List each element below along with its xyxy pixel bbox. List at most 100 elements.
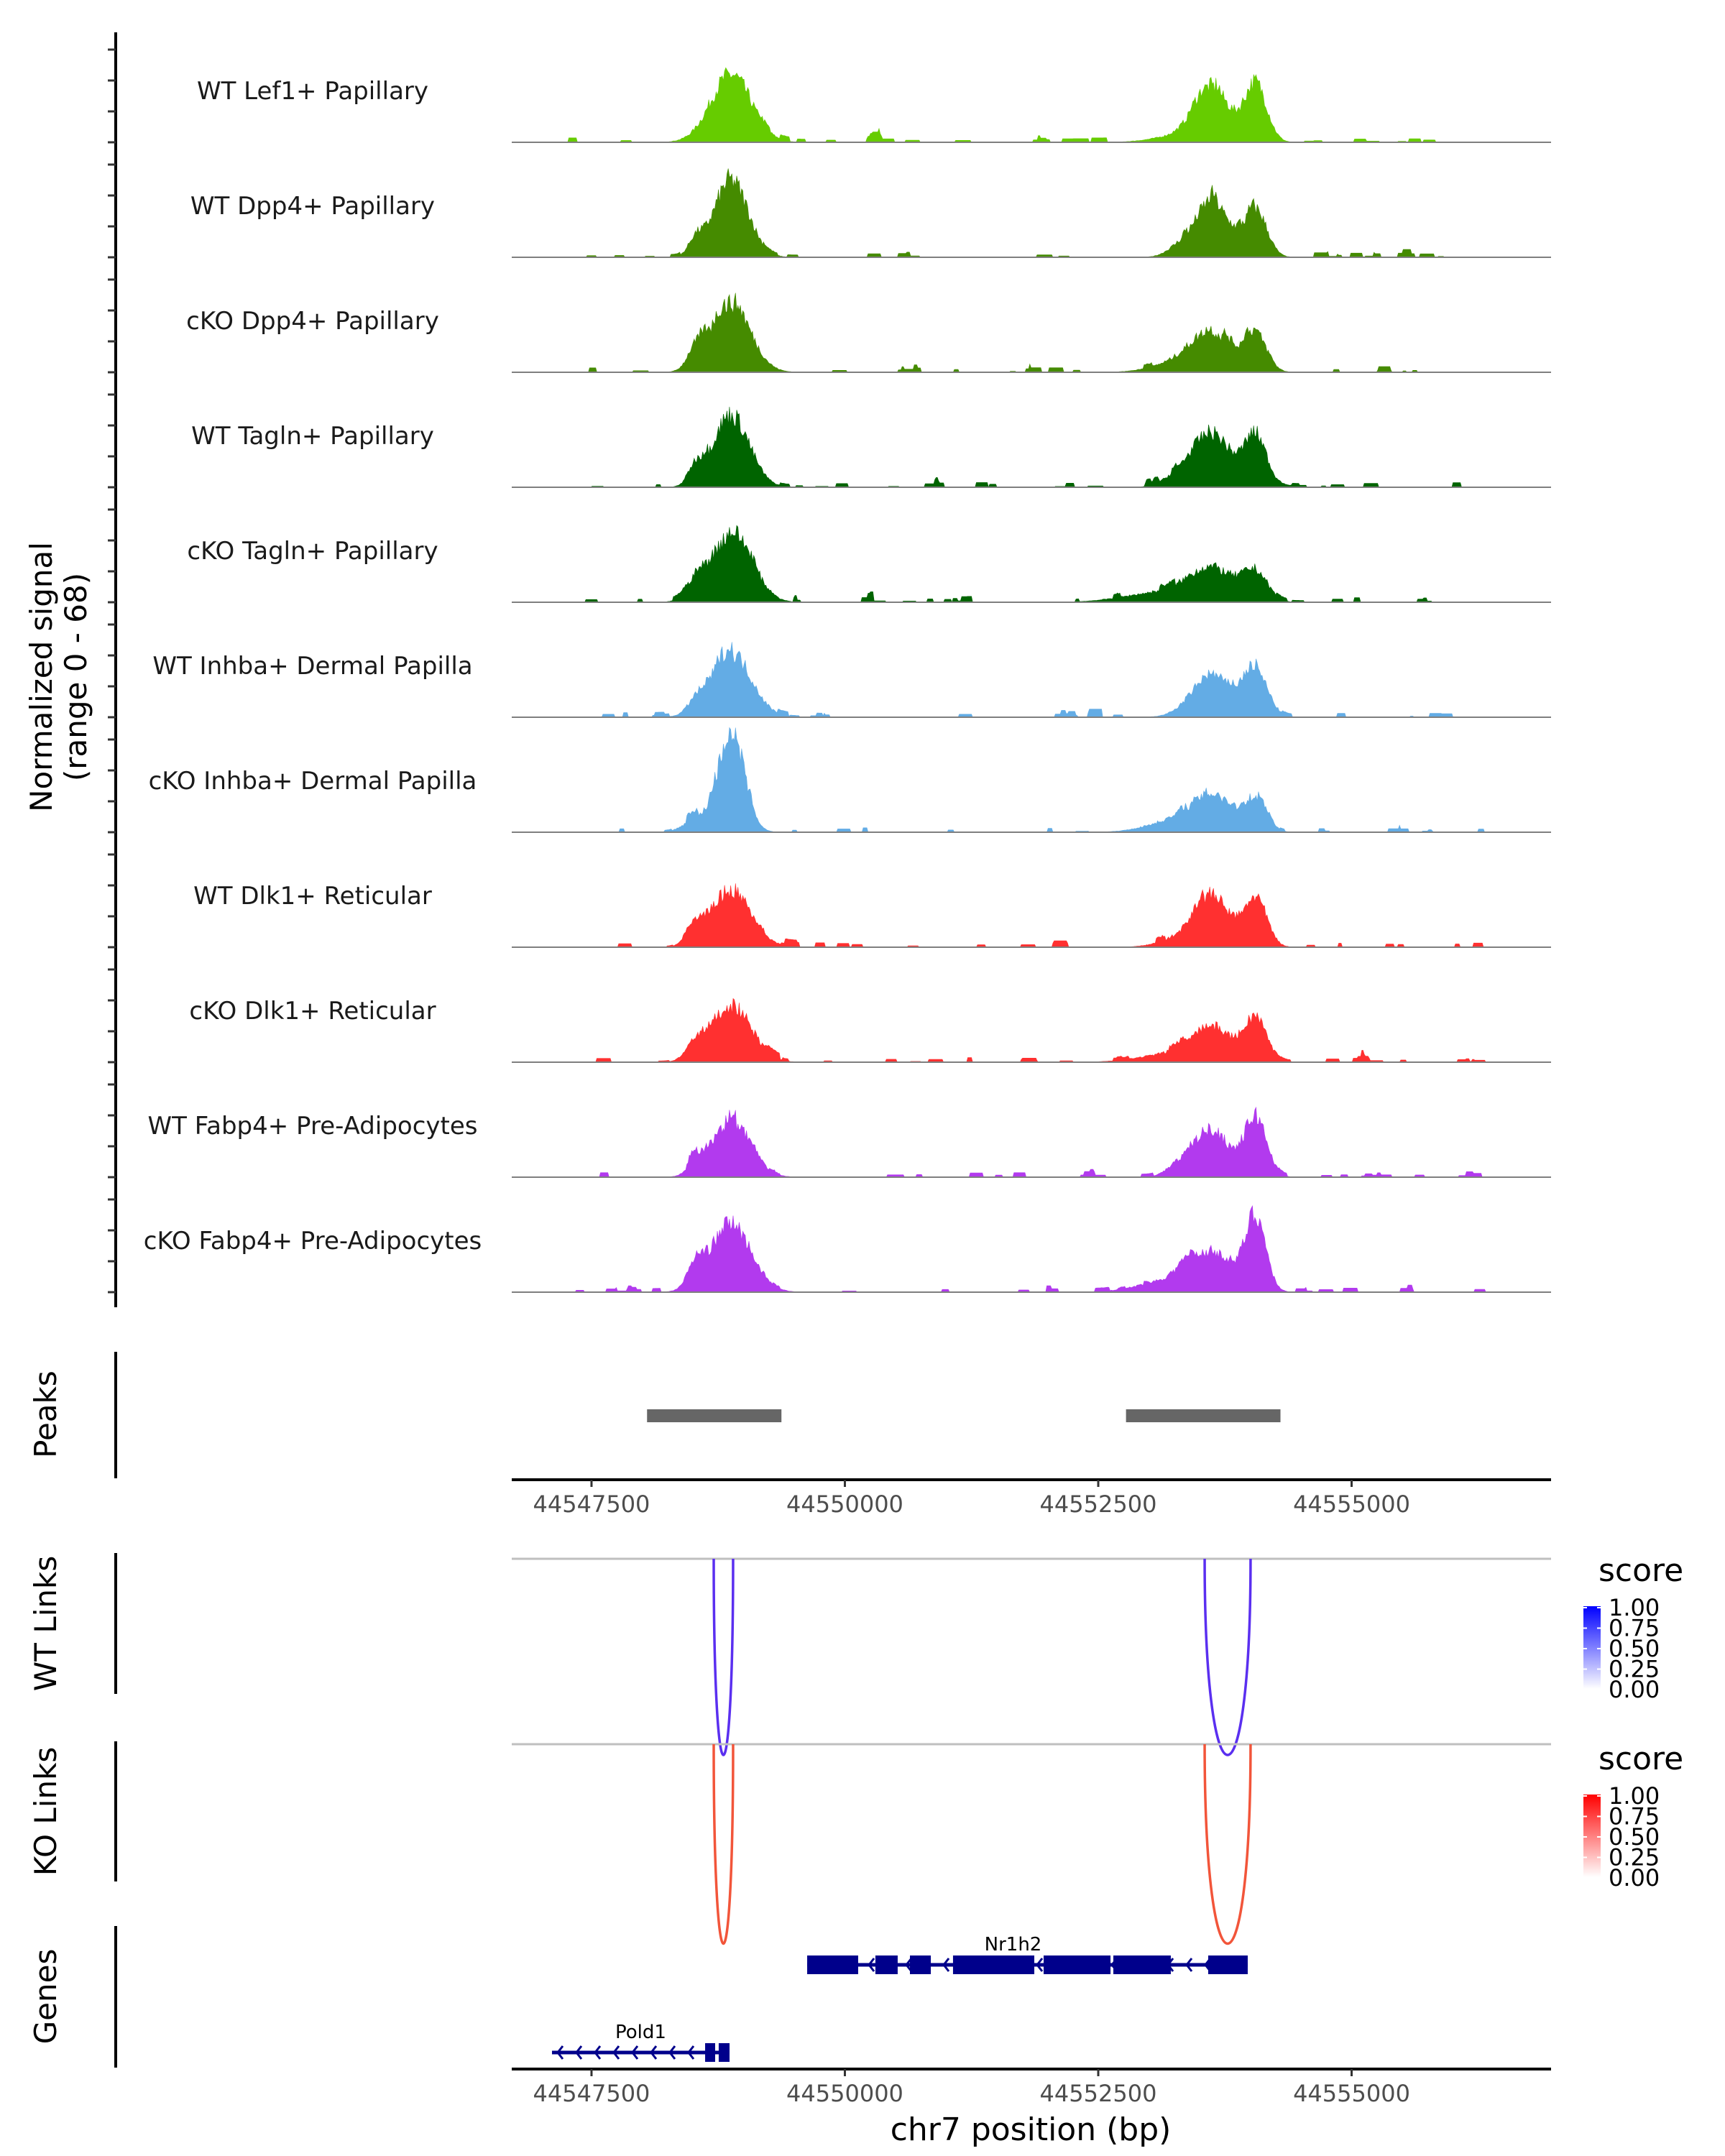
signal-area	[512, 292, 1551, 373]
track-label: cKO Dlk1+ Reticular	[189, 997, 436, 1026]
legend-label: 0.00	[1609, 1676, 1660, 1703]
coverage-track: cKO Fabp4+ Pre-Adipocytes	[108, 1198, 1551, 1294]
gene-label: Pold1	[615, 2022, 666, 2043]
coverage-track: WT Fabp4+ Pre-Adipocytes	[108, 1083, 1551, 1179]
legend-label: 1.00	[1609, 1782, 1660, 1810]
signal-area	[512, 525, 1551, 603]
signal-area	[512, 407, 1551, 488]
signal-area	[512, 1204, 1551, 1293]
exon	[875, 1955, 898, 1974]
track-label: WT Fabp4+ Pre-Adipocytes	[148, 1112, 478, 1141]
gene-label: Nr1h2	[985, 1934, 1042, 1955]
track-label: WT Lef1+ Papillary	[197, 77, 428, 106]
gene-nr1h2: Nr1h2	[807, 1934, 1248, 1974]
signal-area	[512, 998, 1551, 1063]
exon	[910, 1955, 932, 1974]
signal-area	[512, 168, 1551, 258]
links-label: WT Links	[28, 1556, 63, 1691]
score-legend: score 1.000.750.500.250.00	[1583, 1552, 1683, 1703]
x-axis-top-tick-label: 44550000	[786, 1491, 903, 1518]
coverage-track: cKO Dlk1+ Reticular	[108, 968, 1551, 1064]
x-axis-top: 44547500 44550000 44552500 44555000	[512, 1478, 1551, 1518]
strand-arrow-icon	[556, 2045, 564, 2060]
exon	[1113, 1955, 1171, 1974]
legend-title: score	[1598, 1552, 1683, 1589]
peak-region	[1126, 1409, 1281, 1422]
track-label: WT Dpp4+ Papillary	[190, 192, 435, 221]
exon	[1043, 1955, 1111, 1974]
legend-label: 0.25	[1609, 1844, 1660, 1871]
exon	[807, 1955, 858, 1974]
peak-regions	[647, 1409, 1281, 1422]
links-track: KO Links score 1.000.750.500.250.00	[28, 1741, 1683, 1945]
legend-label: 0.50	[1609, 1823, 1660, 1851]
genes-label: Genes	[28, 1949, 63, 2045]
legend-label: 0.50	[1609, 1635, 1660, 1662]
legend-colorbar	[1583, 1795, 1601, 1877]
track-label: cKO Inhba+ Dermal Papilla	[149, 767, 477, 796]
link-arc	[1203, 1743, 1252, 1945]
legend-title: score	[1598, 1741, 1683, 1777]
strand-arrow-icon	[942, 1958, 950, 1972]
peaks-label: Peaks	[28, 1370, 63, 1458]
signal-area	[512, 883, 1551, 948]
x-axis-top-tick-label: 44547500	[533, 1491, 650, 1518]
exon	[1208, 1955, 1248, 1974]
links-label: KO Links	[28, 1747, 63, 1876]
legend-label: 0.00	[1609, 1864, 1660, 1892]
x-axis-bottom-tick-label: 44547500	[533, 2080, 650, 2107]
coverage-track: WT Tagln+ Papillary	[108, 393, 1551, 489]
track-label: WT Dlk1+ Reticular	[193, 882, 432, 911]
coverage-track: WT Inhba+ Dermal Papilla	[108, 623, 1551, 719]
strand-arrow-icon	[905, 1958, 913, 1972]
score-legend: score 1.000.750.500.250.00	[1583, 1741, 1683, 1892]
signal-area	[512, 67, 1551, 143]
strand-arrow-icon	[868, 1958, 875, 1972]
strand-arrow-icon	[594, 2045, 602, 2060]
signal-area	[512, 727, 1551, 833]
y-axis-label: Normalized signal (range 0 - 68)	[24, 542, 93, 812]
coverage-track: WT Dlk1+ Reticular	[108, 853, 1551, 949]
strand-arrow-icon	[650, 2045, 658, 2060]
link-arc	[712, 1558, 735, 1756]
x-axis-top-tick-label: 44555000	[1293, 1491, 1410, 1518]
track-label: cKO Dpp4+ Papillary	[186, 307, 439, 336]
strand-arrow-icon	[631, 2045, 639, 2060]
signal-area	[512, 1106, 1551, 1178]
exon	[705, 2043, 715, 2062]
strand-arrow-icon	[1185, 1958, 1193, 1972]
gene-pold1: Pold1	[551, 2022, 730, 2062]
legend-label: 0.25	[1609, 1656, 1660, 1683]
coverage-track: WT Lef1+ Papillary	[108, 48, 1551, 144]
track-label: WT Tagln+ Papillary	[191, 422, 434, 451]
exon	[718, 2043, 730, 2062]
strand-arrow-icon	[687, 2045, 695, 2060]
x-axis-bottom-tick-label: 44555000	[1293, 2080, 1410, 2107]
links-track: WT Links score 1.000.750.500.250.00	[28, 1552, 1683, 1756]
legend-colorbar	[1583, 1606, 1601, 1689]
track-label: cKO Tagln+ Papillary	[187, 537, 438, 566]
link-arc	[1203, 1558, 1252, 1756]
gene-annotations: Nr1h2 Pold1	[551, 1934, 1248, 2062]
coverage-track: cKO Tagln+ Papillary	[108, 508, 1551, 604]
strand-arrow-icon	[612, 2045, 620, 2060]
track-label: cKO Fabp4+ Pre-Adipocytes	[144, 1227, 482, 1256]
coverage-track: cKO Dpp4+ Papillary	[108, 278, 1551, 374]
strand-arrow-icon	[668, 2045, 676, 2060]
coverage-track: WT Dpp4+ Papillary	[108, 163, 1551, 259]
x-axis-bottom-tick-label: 44552500	[1040, 2080, 1157, 2107]
track-label: WT Inhba+ Dermal Papilla	[152, 652, 472, 681]
legend-label: 0.75	[1609, 1803, 1660, 1830]
y-axis-label-line2: (range 0 - 68)	[58, 573, 93, 781]
legend-label: 0.75	[1609, 1615, 1660, 1642]
x-axis-bottom: 44547500 44550000 44552500 44555000	[512, 2068, 1551, 2107]
coverage-track: cKO Inhba+ Dermal Papilla	[108, 727, 1551, 834]
signal-area	[512, 642, 1551, 718]
strand-arrow-icon	[1036, 1958, 1044, 1972]
exon	[952, 1955, 1035, 1974]
strand-arrow-icon	[575, 2045, 583, 2060]
legend-label: 1.00	[1609, 1594, 1660, 1621]
y-axis-label-line1: Normalized signal	[24, 542, 59, 812]
